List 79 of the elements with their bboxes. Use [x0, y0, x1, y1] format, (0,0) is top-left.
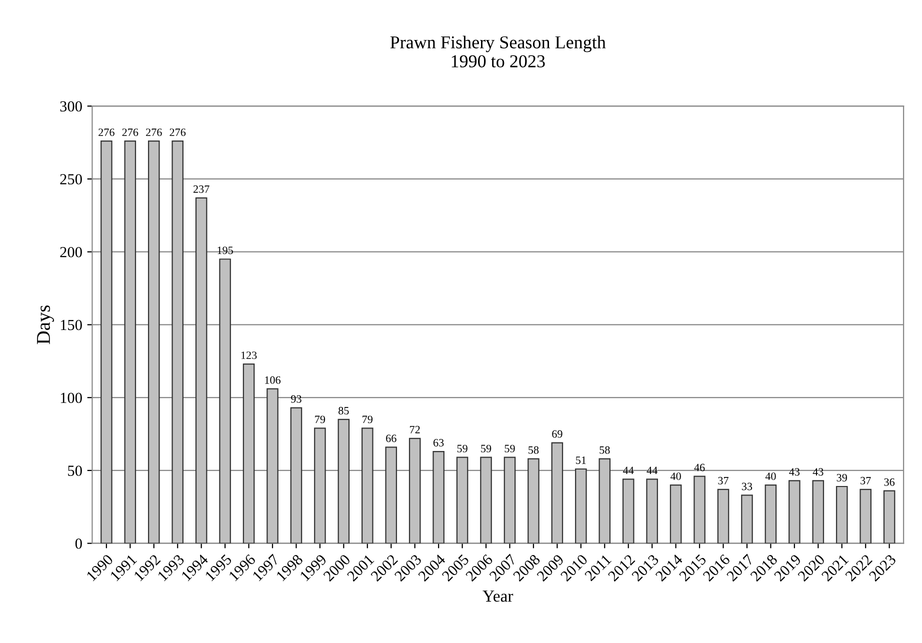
data-label: 58: [600, 446, 610, 454]
data-label: 46: [694, 464, 705, 472]
y-tick-label: 250: [60, 174, 82, 184]
bar: [480, 456, 492, 544]
data-label: 195: [218, 246, 233, 254]
data-label: 63: [433, 439, 444, 446]
bar: [124, 140, 136, 544]
data-label: 39: [836, 474, 847, 482]
data-label: 40: [765, 472, 776, 480]
bar: [622, 478, 634, 544]
data-label: 276: [146, 128, 162, 136]
data-label: 72: [410, 426, 420, 434]
bar: [148, 140, 160, 544]
data-label: 59: [504, 444, 515, 452]
bar: [242, 364, 255, 544]
bar: [338, 418, 350, 544]
data-label: 37: [718, 476, 728, 484]
bar: [504, 456, 516, 544]
y-tick-label: 100: [60, 392, 82, 404]
data-label: 276: [98, 128, 114, 136]
y-tick-label: 300: [60, 101, 82, 112]
data-label: 79: [362, 416, 372, 424]
x-tick-label: 1991: [110, 554, 138, 582]
data-label: 123: [241, 352, 257, 360]
data-label: 66: [386, 434, 396, 442]
bar: [172, 140, 184, 544]
bar: [432, 450, 444, 544]
bar: [598, 458, 611, 544]
data-label: 106: [265, 376, 281, 384]
bar: [385, 446, 398, 544]
chart-title: Prawn Fishery Season Length 1990 to 2023: [390, 36, 606, 68]
x-axis-title: Year: [482, 590, 514, 602]
bar: [575, 468, 587, 544]
data-label: 59: [481, 444, 492, 452]
data-label: 40: [670, 472, 681, 480]
data-label: 51: [576, 456, 586, 464]
bar: [528, 458, 540, 544]
data-label: 237: [193, 185, 210, 193]
bar: [764, 484, 777, 544]
data-label: 79: [315, 416, 326, 424]
data-label: 93: [291, 395, 302, 403]
data-label: 69: [552, 430, 562, 438]
bar: [219, 258, 231, 544]
data-label: 58: [528, 446, 539, 454]
data-label: 44: [623, 466, 634, 474]
data-label: 276: [122, 128, 138, 136]
bar: [362, 428, 374, 544]
bar: [670, 484, 682, 544]
y-tick-label: 50: [68, 466, 82, 476]
bar: [694, 476, 706, 544]
bar: [266, 388, 278, 544]
bar: [314, 428, 326, 544]
y-tick-label: 200: [60, 246, 82, 258]
y-axis-title: Days: [37, 305, 54, 344]
bar: [100, 140, 112, 544]
data-label: 85: [338, 406, 349, 414]
y-tick-label: 150: [60, 320, 82, 330]
bar: [408, 438, 421, 544]
data-label: 43: [812, 468, 824, 476]
bar: [717, 488, 730, 544]
bar: [456, 456, 468, 544]
data-label: 59: [457, 444, 468, 452]
data-label: 37: [860, 476, 871, 484]
data-label: 276: [170, 128, 186, 136]
data-label: 36: [884, 478, 895, 486]
data-label: 44: [646, 466, 658, 474]
bar: [788, 480, 800, 544]
bar: [551, 442, 564, 544]
bar: [741, 494, 753, 544]
data-label: 43: [789, 468, 800, 476]
bar: [646, 478, 658, 544]
bar: [860, 488, 872, 544]
y-tick-label: 0: [75, 538, 82, 549]
data-label: 33: [742, 482, 752, 490]
bar: [883, 490, 896, 544]
bar: [812, 480, 824, 544]
bar: [290, 407, 302, 544]
bar: [195, 197, 208, 544]
bar: [836, 486, 848, 544]
